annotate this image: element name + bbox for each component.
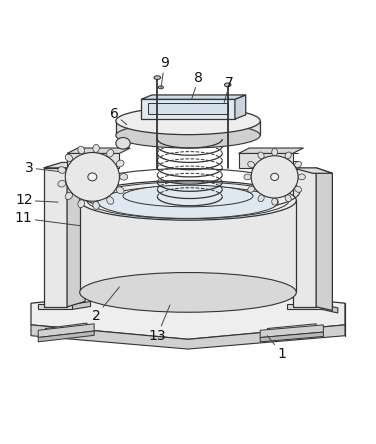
Ellipse shape — [80, 181, 296, 220]
Ellipse shape — [65, 154, 73, 162]
Ellipse shape — [251, 156, 298, 198]
Ellipse shape — [123, 185, 253, 207]
Polygon shape — [260, 325, 323, 337]
Ellipse shape — [58, 166, 66, 173]
Ellipse shape — [272, 149, 277, 156]
Text: 9: 9 — [160, 56, 169, 88]
Text: 7: 7 — [224, 76, 234, 103]
Ellipse shape — [80, 273, 296, 312]
Text: 11: 11 — [15, 211, 80, 226]
Polygon shape — [31, 287, 345, 339]
Polygon shape — [148, 103, 228, 114]
Ellipse shape — [285, 195, 291, 202]
Ellipse shape — [58, 180, 66, 187]
Ellipse shape — [120, 174, 128, 180]
Polygon shape — [80, 200, 296, 293]
Polygon shape — [238, 148, 303, 154]
Ellipse shape — [88, 173, 97, 181]
Text: 13: 13 — [149, 305, 170, 343]
Text: 3: 3 — [25, 161, 58, 175]
Polygon shape — [31, 325, 345, 349]
Ellipse shape — [107, 150, 114, 157]
Ellipse shape — [272, 198, 277, 205]
Polygon shape — [73, 301, 91, 309]
Polygon shape — [44, 168, 67, 307]
Ellipse shape — [93, 202, 99, 209]
Polygon shape — [44, 297, 87, 309]
Polygon shape — [67, 154, 120, 168]
Ellipse shape — [258, 195, 264, 202]
Polygon shape — [67, 148, 130, 154]
Ellipse shape — [107, 197, 114, 204]
Polygon shape — [45, 323, 87, 336]
Ellipse shape — [285, 152, 291, 159]
Ellipse shape — [116, 138, 130, 149]
Polygon shape — [45, 330, 87, 340]
Polygon shape — [235, 95, 246, 119]
Polygon shape — [116, 121, 260, 135]
Text: 6: 6 — [109, 107, 127, 124]
Polygon shape — [273, 302, 319, 313]
Ellipse shape — [116, 123, 260, 148]
Polygon shape — [316, 168, 332, 310]
Text: 1: 1 — [267, 336, 286, 361]
Polygon shape — [67, 163, 85, 307]
Text: 12: 12 — [15, 193, 58, 207]
Polygon shape — [141, 99, 235, 119]
Ellipse shape — [248, 186, 255, 192]
Polygon shape — [38, 324, 94, 337]
Ellipse shape — [224, 83, 231, 87]
Ellipse shape — [116, 107, 260, 135]
Polygon shape — [267, 324, 316, 336]
Polygon shape — [238, 154, 293, 168]
Text: 8: 8 — [192, 71, 203, 99]
Polygon shape — [293, 168, 316, 307]
Ellipse shape — [93, 144, 99, 152]
Polygon shape — [260, 332, 323, 342]
Ellipse shape — [244, 174, 251, 180]
Polygon shape — [38, 304, 73, 309]
Polygon shape — [293, 168, 332, 173]
Polygon shape — [38, 298, 92, 310]
Ellipse shape — [295, 162, 302, 167]
Ellipse shape — [65, 153, 120, 201]
Polygon shape — [44, 163, 85, 168]
Ellipse shape — [78, 146, 85, 154]
Ellipse shape — [248, 162, 255, 167]
Ellipse shape — [258, 152, 264, 159]
Ellipse shape — [271, 173, 279, 181]
Polygon shape — [321, 304, 338, 313]
Ellipse shape — [65, 192, 73, 199]
Text: 2: 2 — [92, 287, 120, 323]
Polygon shape — [141, 95, 246, 99]
Polygon shape — [287, 304, 321, 309]
Ellipse shape — [116, 160, 124, 167]
Ellipse shape — [154, 76, 161, 79]
Ellipse shape — [295, 186, 302, 192]
Ellipse shape — [116, 187, 124, 194]
Ellipse shape — [98, 186, 278, 218]
Ellipse shape — [78, 200, 85, 208]
Ellipse shape — [158, 86, 164, 89]
Polygon shape — [38, 331, 94, 342]
Polygon shape — [267, 304, 323, 315]
Ellipse shape — [298, 174, 305, 180]
Polygon shape — [267, 331, 316, 340]
